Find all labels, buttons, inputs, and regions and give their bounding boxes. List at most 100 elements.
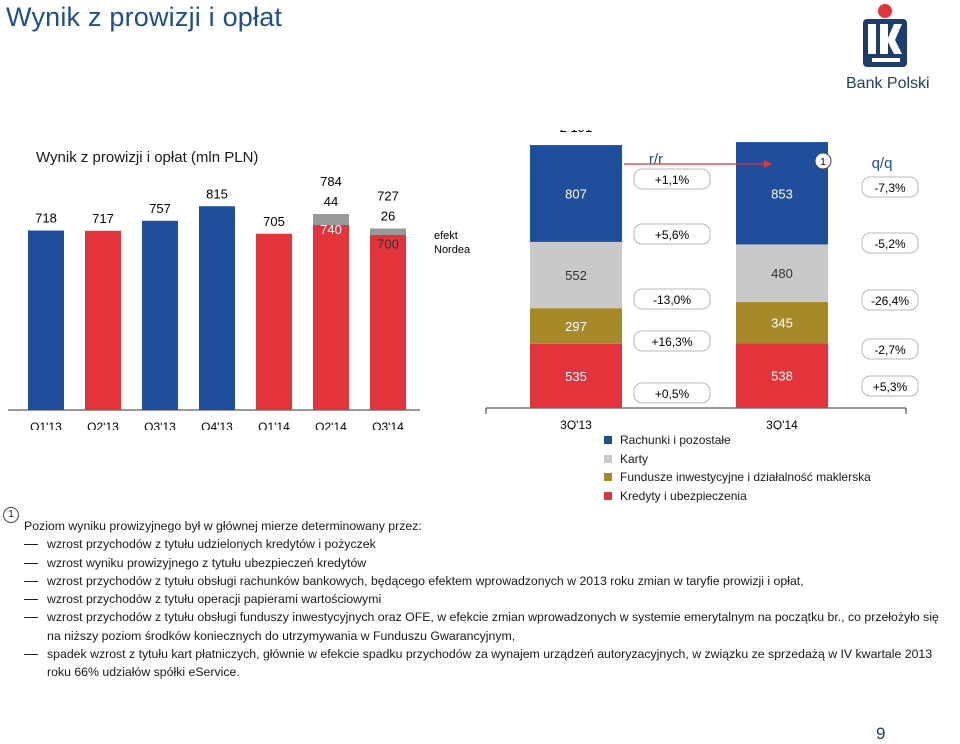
quarterly-bar-chart: 718 Q1'13 717 Q2'13 757 Q3'13 815 Q4'13 705 Q1'14…	[8, 174, 471, 430]
stacked-bar-segment	[736, 302, 828, 344]
nordea-label: efekt	[434, 230, 458, 242]
legend-label: Kredyty i ubezpieczenia	[620, 488, 747, 503]
legend-swatch	[604, 436, 612, 445]
pko-logo	[863, 4, 907, 67]
data-label: 44	[324, 194, 338, 209]
yoy-value: +16,3%	[651, 335, 692, 349]
tick-label: Q2'14	[315, 420, 347, 430]
footnote-text: Poziom wyniku prowizyjnego był w głównej…	[24, 517, 949, 682]
yoy-box	[633, 288, 711, 310]
data-label: 700	[377, 237, 399, 252]
tick-label: Q1'13	[30, 420, 62, 430]
yoy-box	[633, 382, 711, 404]
qoq-header: q/q	[872, 155, 893, 172]
data-label: 740	[320, 222, 342, 237]
qoq-value: +5,3%	[873, 380, 908, 394]
segment-label: 297	[565, 319, 587, 334]
nordea-label: Nordea	[434, 244, 471, 256]
segment-label: 552	[565, 268, 587, 283]
tick-label: Q4'13	[201, 420, 233, 430]
yoy-value: -13,0%	[653, 293, 691, 307]
stacked-bar-segment	[736, 343, 828, 408]
stacked-bar-segment	[530, 145, 622, 242]
segment-label: 345	[771, 316, 793, 331]
legend-swatch	[604, 454, 612, 463]
qoq-box	[861, 232, 919, 254]
stacked-bar-segment	[530, 343, 622, 408]
tick-label: 3Q'14	[766, 418, 798, 430]
tick-label: Q1'14	[258, 420, 290, 430]
legend-item-fundusze: Fundusze inwestycyjne i działalność makl…	[604, 468, 871, 487]
yoy-value: +5,6%	[655, 228, 690, 242]
legend-swatch	[604, 473, 612, 482]
qoq-box	[861, 338, 919, 360]
bar	[256, 233, 292, 410]
data-label: 718	[35, 211, 57, 226]
yoy-box	[633, 168, 711, 190]
qoq-value: -7,3%	[874, 181, 906, 195]
total-label: 2 216	[766, 130, 799, 132]
qoq-box	[861, 375, 919, 397]
legend-label: Karty	[620, 451, 649, 466]
yoy-box	[633, 330, 711, 352]
legend-swatch	[604, 491, 612, 500]
bank-name: Bank Polski	[846, 75, 930, 92]
legend-label: Fundusze inwestycyjne i działalność makl…	[620, 470, 871, 485]
data-label: 784	[320, 174, 342, 189]
data-label: 705	[263, 214, 285, 229]
stacked-bar-segment	[530, 308, 622, 344]
footnote-item: wzrost przychodów z tytułu obsługi rachu…	[24, 572, 949, 590]
bar	[370, 235, 406, 410]
qoq-box	[861, 176, 919, 198]
page-number: 9	[876, 724, 886, 743]
footnote-intro: Poziom wyniku prowizyjnego był w głównej…	[24, 519, 422, 533]
bar	[28, 230, 64, 410]
qoq-value: -5,2%	[874, 237, 906, 251]
yoy-value: +1,1%	[655, 173, 690, 187]
footnote-item: wzrost przychodów z tytułu operacji papi…	[24, 590, 949, 608]
footnote-item: wzrost wyniku prowizyjnego z tytułu ubez…	[24, 554, 949, 572]
qoq-box	[861, 289, 919, 311]
stacked-bar-segment	[736, 142, 828, 245]
yoy-value: +0,5%	[655, 387, 690, 401]
tick-label: Q3'14	[372, 420, 404, 430]
segment-label: 535	[565, 369, 587, 384]
legend-item-kredyty: Kredyty i ubezpieczenia	[604, 487, 871, 506]
legend-item-karty: Karty	[604, 450, 871, 469]
footnote-item: wzrost przychodów z tytułu obsługi fundu…	[24, 608, 949, 645]
arrow-head-icon	[764, 160, 772, 168]
qoq-value: -2,7%	[874, 343, 906, 357]
segment-label: 480	[771, 266, 793, 281]
footnote-marker-circle	[814, 152, 832, 170]
footnote-item: spadek wzrost z tytułu kart płatniczych,…	[24, 645, 949, 682]
bar	[313, 225, 349, 410]
stacked-bar-segment	[736, 244, 828, 303]
data-label: 717	[92, 211, 114, 226]
footnote-marker: 1	[3, 507, 19, 523]
tick-label: 3Q'13	[560, 418, 592, 430]
tick-label: Q3'13	[144, 420, 176, 430]
tick-label: Q2'13	[87, 420, 119, 430]
footnote-item: wzrost przychodów z tytułu udzielonych k…	[24, 535, 949, 553]
segment-label: 807	[565, 187, 587, 202]
data-label: 815	[206, 186, 228, 201]
bar	[199, 206, 235, 410]
stacked-comparison-chart: 535 297 552 807 3Q'13 2 191 538 345 480 853 3Q'14 2…	[485, 130, 919, 430]
charts-svg: 718 Q1'13 717 Q2'13 757 Q3'13 815 Q4'13 705 Q1'14…	[8, 130, 919, 430]
segment-label: 538	[771, 369, 793, 384]
bar-segment-nordea	[313, 214, 349, 225]
legend-item-rachunki: Rachunki i pozostałe	[604, 431, 871, 450]
chart-title: Wynik z prowizji i opłat (mln PLN)	[36, 149, 259, 166]
yoy-header: r/r	[649, 151, 663, 168]
legend-label: Rachunki i pozostałe	[620, 433, 731, 448]
footnote-marker: 1	[820, 157, 826, 168]
data-label: 26	[381, 209, 395, 224]
bar-segment-nordea	[370, 228, 406, 235]
total-label: 2 191	[560, 130, 593, 135]
page-title: Wynik z prowizji i opłat	[6, 2, 283, 32]
yoy-box	[633, 223, 711, 245]
bar	[142, 220, 178, 410]
segment-label: 853	[771, 186, 793, 201]
legend: Rachunki i pozostałe Karty Fundusze inwe…	[604, 431, 871, 505]
data-label: 757	[149, 201, 171, 216]
